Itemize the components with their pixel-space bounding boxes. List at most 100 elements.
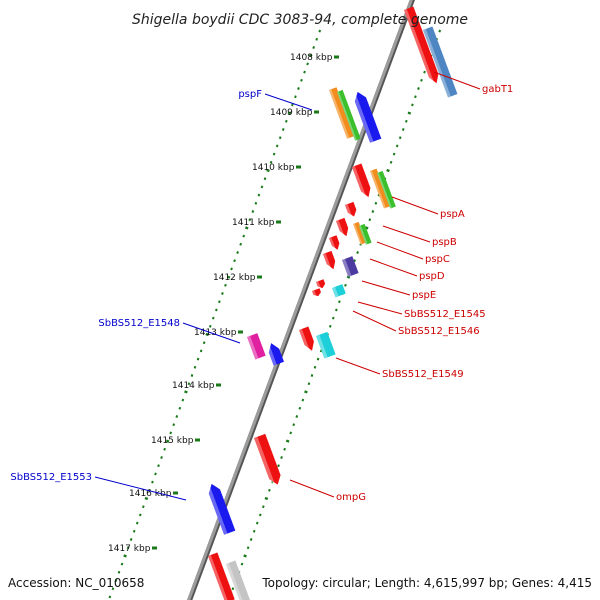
tick-rail-left-dot — [312, 46, 316, 49]
gene-SbBS512_E1549-cyan — [316, 331, 336, 359]
gene-callout-line — [369, 258, 418, 277]
tick-rail-left-dot — [208, 324, 212, 328]
tick-rail-right-dot — [356, 251, 359, 254]
tick-rail-right-dot — [414, 95, 417, 99]
gene-pspF-orange — [329, 87, 355, 139]
tick-rail-left-dot — [214, 308, 218, 312]
gene-label-SbBS512_E1553: SbBS512_E1553 — [10, 472, 92, 483]
tick-rail-right-dot — [389, 160, 393, 164]
tick-rail-right-dot — [316, 357, 320, 361]
tick-rail-left-dot — [172, 423, 176, 427]
tick-rail-right-dot — [243, 554, 247, 558]
gene-SbBS512_E1548-magenta — [247, 333, 266, 360]
tick-rail-right-dot — [420, 78, 423, 82]
tick-rail-left-dot — [281, 128, 285, 131]
gene-ompG — [254, 433, 281, 487]
gene-callout-line — [376, 241, 424, 260]
tick-rail-right-dot — [328, 324, 332, 328]
tick-rail-right-dot — [398, 136, 402, 140]
tick-rail-right-dot — [285, 439, 290, 443]
tick-rail-left-dot — [308, 54, 313, 58]
gene-label-SbBS512_E1549: SbBS512_E1549 — [382, 369, 464, 380]
gene-callout-line — [94, 476, 187, 501]
tick-rail-left-dot — [294, 95, 297, 99]
tick-rail-right-dot — [331, 316, 335, 320]
tick-rail-right-dot — [231, 587, 235, 591]
tick-rail-left-dot — [178, 406, 182, 410]
kbp-tick-label: 1410 kbp — [252, 163, 295, 173]
tick-rail-left-dot — [132, 529, 136, 533]
tick-rail-left-dot — [272, 152, 276, 156]
gene-pspE-cyan — [332, 284, 346, 298]
tick-rail-right-dot — [353, 259, 356, 263]
tick-rail-left-dot — [221, 292, 224, 295]
gene-callout-line — [361, 280, 411, 296]
tick-rail-left-dot — [163, 447, 166, 451]
gene-pspA-green — [377, 170, 396, 209]
gene-callout-line — [264, 93, 313, 111]
tick-rail-right-dot — [344, 283, 347, 287]
tick-rail-left-dot — [266, 168, 270, 173]
gene-callout-line — [433, 71, 481, 90]
tick-rail-left-dot — [306, 62, 309, 66]
gene-label-pspC: pspC — [425, 254, 450, 265]
tick-rail-left-dot — [226, 275, 231, 279]
gene-pspD-purple — [342, 256, 359, 277]
tick-rail-right-dot — [268, 488, 271, 492]
gene-label-pspF: pspF — [238, 89, 262, 100]
tick-rail-left-dot — [154, 472, 157, 476]
tick-rail-left-dot — [257, 193, 261, 197]
tick-rail-left-dot — [291, 103, 294, 107]
tick-rail-right-dot — [338, 300, 341, 304]
gene-SbBS512_E1549-red — [299, 326, 314, 353]
gene-callout-line — [335, 357, 381, 375]
tick-rail-right-dot — [264, 496, 269, 501]
gene-callout-line — [182, 322, 241, 344]
tick-rail-left-dot — [300, 78, 303, 82]
tick-rail-right-dot — [334, 308, 338, 312]
tick-rail-left-dot — [260, 185, 264, 189]
kbp-tick-label: 1415 kbp — [151, 436, 194, 446]
tick-rail-left-dot — [196, 357, 200, 361]
tick-rail-left-dot — [126, 546, 130, 550]
gene-label-pspA: pspA — [440, 209, 465, 220]
tick-rail-right-dot — [417, 87, 420, 90]
tick-rail-left-dot — [187, 382, 191, 386]
tick-rail-left-dot — [111, 587, 115, 591]
tick-rail-right-dot — [423, 70, 426, 74]
kbp-tick-label: 1416 kbp — [129, 489, 172, 499]
tick-rail-left-dot — [287, 111, 292, 115]
tick-rail-right-dot — [258, 513, 262, 517]
tick-rail-right-dot — [261, 505, 265, 509]
gene-label-SbBS512_E1546: SbBS512_E1546 — [398, 326, 480, 337]
tick-rail-left-dot — [297, 87, 300, 90]
tick-rail-left-dot — [278, 136, 282, 140]
gene-pspF-blue — [352, 91, 382, 143]
tick-rail-left-dot — [193, 365, 197, 369]
gene-bottom-red — [208, 552, 235, 600]
gene-callout-line — [357, 301, 403, 315]
gene-label-ompG: ompG — [336, 492, 366, 503]
tick-rail-left-dot — [303, 70, 306, 74]
tick-rail-left-dot — [120, 562, 124, 566]
gene-gabT1-steel — [423, 26, 458, 98]
gene-pspC-green — [359, 223, 372, 245]
kbp-tick-label: 1413 kbp — [194, 328, 237, 338]
tick-rail-left-dot — [169, 431, 173, 435]
tick-rail-right-dot — [280, 456, 283, 459]
gene-bottom-grey — [226, 560, 251, 600]
tick-rail-left-dot — [230, 267, 233, 271]
tick-rail-right-dot — [283, 447, 286, 451]
tick-rail-left-dot — [248, 218, 252, 222]
gene-SbBS512_E1553 — [206, 483, 236, 535]
kbp-tick-label: 1411 kbp — [232, 218, 275, 228]
tick-rail-left-dot — [239, 242, 243, 246]
gene-pspE — [316, 279, 326, 290]
tick-rail-left-dot — [181, 398, 185, 402]
accession-text: Accession: NC_010658 — [8, 576, 144, 590]
kbp-tick-label: 1409 kbp — [270, 108, 313, 118]
tick-rail-left-dot — [190, 374, 194, 377]
tick-rail-right-dot — [401, 128, 405, 131]
gene-label-gabT1: gabT1 — [482, 84, 513, 95]
gene-gabT1-body — [404, 6, 439, 86]
